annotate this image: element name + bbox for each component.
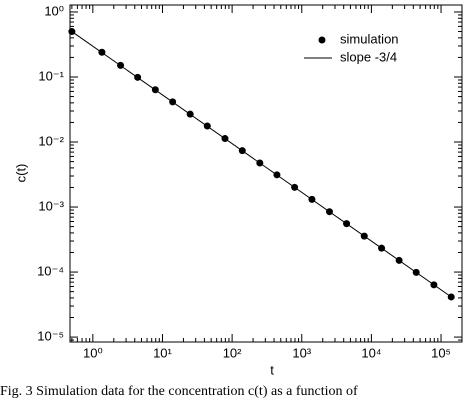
y-axis-label: c(t) — [13, 164, 28, 183]
y-tick-label: 10⁻⁴ — [37, 263, 64, 278]
y-tick-label: 10⁻³ — [38, 198, 64, 213]
x-tick-label: 10³ — [292, 345, 311, 360]
y-tick-label: 10⁰ — [44, 3, 64, 18]
x-tick-label: 10⁵ — [431, 345, 451, 360]
legend-marker — [318, 36, 326, 44]
y-tick-label: 10⁻¹ — [38, 68, 64, 83]
legend-label: slope -3/4 — [340, 49, 397, 64]
y-tick-label: 10⁻² — [38, 133, 64, 148]
x-tick-label: 10⁴ — [361, 345, 381, 360]
y-tick-label: 10⁻⁵ — [37, 329, 64, 344]
legend-label: simulation — [340, 31, 399, 46]
x-tick-label: 10² — [223, 345, 242, 360]
fit-line — [71, 31, 454, 299]
x-tick-label: 10¹ — [153, 345, 172, 360]
plot-frame — [69, 4, 463, 343]
x-tick-label: 10⁰ — [83, 345, 103, 360]
caption: Fig. 3 Simulation data for the concentra… — [0, 384, 358, 399]
x-axis-label: t — [270, 362, 274, 377]
